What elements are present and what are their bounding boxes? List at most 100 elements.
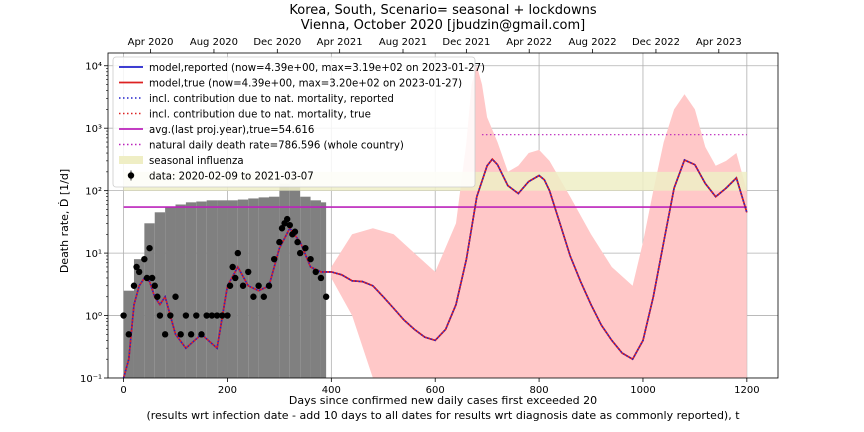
x-tick-label: 1000	[630, 385, 655, 396]
legend-label: incl. contribution due to nat. mortality…	[149, 94, 394, 105]
data-point	[120, 312, 127, 319]
data-point	[219, 312, 226, 319]
data-point	[276, 238, 283, 246]
data-bar	[144, 223, 155, 378]
legend-swatch	[127, 172, 135, 179]
top-date-axis: Apr 2020 Aug 2020 Dec 2020 Apr 2021 Aug 2021…	[128, 37, 742, 53]
legend-swatch	[119, 156, 143, 164]
top-tick-label: Dec 2022	[632, 37, 680, 48]
legend-label: seasonal influenza	[149, 156, 244, 167]
data-point	[226, 282, 234, 289]
top-tick-label: Apr 2021	[317, 37, 363, 48]
data-point	[283, 215, 291, 223]
data-bar	[310, 200, 321, 378]
top-tick-label: Apr 2020	[128, 37, 174, 48]
chart-title-line-1: Korea, South, Scenario= seasonal + lockd…	[289, 3, 596, 18]
y-tick-label: 10⁴	[85, 62, 102, 73]
data-bar	[185, 202, 197, 378]
data-point	[224, 312, 231, 319]
legend-label: avg.(last proj.year),true=54.616	[149, 125, 314, 136]
legend-label: data: 2020-02-09 to 2021-03-07	[149, 172, 314, 183]
legend-box	[112, 56, 476, 188]
data-point	[177, 331, 184, 338]
data-point	[245, 268, 252, 276]
legend-label: natural daily death rate=786.596 (whole …	[149, 141, 404, 152]
data-point	[133, 263, 140, 271]
data-point	[135, 268, 143, 276]
y-tick-label: 10¹	[85, 249, 102, 260]
data-point	[172, 293, 179, 300]
chart-title-line-2: Vienna, October 2020 [jbudzin@gmail.com]	[301, 18, 585, 33]
x-tick-label: 400	[322, 385, 341, 396]
y-tick-label: 10⁰	[85, 312, 102, 323]
data-point	[296, 249, 304, 257]
x-axis: 0 200 400 600 800 1000 1200	[120, 378, 760, 396]
data-point	[141, 255, 148, 263]
top-tick-label: Aug 2021	[379, 37, 427, 48]
legend-label: model,reported (now=4.39e+00, max=3.19e+…	[149, 63, 485, 74]
data-point	[250, 293, 257, 300]
plot-frame	[107, 52, 779, 379]
data-point	[260, 293, 268, 300]
data-bar	[300, 196, 311, 378]
nat-mortality-reported-line	[122, 158, 748, 378]
data-bar	[269, 196, 280, 378]
top-tick-label: Aug 2020	[190, 37, 238, 48]
data-bar	[206, 200, 218, 378]
data-point	[148, 274, 156, 282]
x-axis-label-line-2: (results wrt infection date - add 10 day…	[146, 409, 740, 422]
x-axis-label-line-1: Days since confirmed new daily cases fir…	[289, 394, 597, 407]
top-tick-label: Dec 2021	[442, 37, 490, 48]
data-point	[130, 282, 138, 289]
y-axis-label: Death rate, Ḋ [1/d]	[58, 169, 71, 273]
data-bar	[133, 259, 145, 378]
x-tick-label: 200	[218, 385, 237, 396]
data-bar	[196, 201, 207, 378]
uncertainty-band	[331, 65, 747, 378]
top-tick-label: Apr 2022	[506, 37, 552, 48]
data-point	[198, 331, 205, 338]
data-point	[161, 331, 169, 338]
x-tick-label: 600	[426, 385, 445, 396]
legend-label: incl. contribution due to nat. mortality…	[149, 110, 371, 121]
top-tick-label: Dec 2020	[253, 37, 301, 48]
data-point	[193, 312, 200, 319]
data-point	[294, 238, 301, 246]
top-tick-label: Apr 2023	[696, 37, 742, 48]
data-point	[286, 221, 293, 229]
y-tick-label: 10³	[85, 124, 102, 135]
data-bar	[175, 204, 186, 378]
y-axis: 10⁻¹ 10⁰ 10¹ 10² 10³ 10⁴	[80, 62, 108, 385]
data-point	[125, 331, 132, 338]
data-point	[278, 225, 286, 232]
data-point	[322, 293, 330, 300]
data-point	[143, 274, 151, 282]
data-point	[291, 228, 299, 235]
legend: model,reported (now=4.39e+00, max=3.19e+…	[112, 56, 485, 188]
x-tick-label: 0	[120, 385, 126, 396]
y-tick-label: 10²	[85, 187, 102, 198]
data-point	[167, 312, 174, 319]
data-point	[151, 282, 158, 289]
data-point	[239, 282, 247, 289]
data-point	[307, 255, 314, 263]
data-point	[255, 282, 262, 289]
legend-label: model,true (now=4.39e+00, max=3.20e+02 o…	[149, 79, 462, 90]
data-point	[208, 312, 216, 319]
data-point	[187, 331, 195, 338]
data-point	[271, 255, 278, 263]
data-point	[232, 274, 239, 282]
data-point	[213, 312, 221, 319]
data-point	[156, 312, 164, 319]
data-point	[146, 244, 153, 252]
data-point	[265, 282, 273, 289]
data-point	[154, 293, 161, 300]
data-point	[234, 249, 242, 257]
data-point	[229, 263, 236, 271]
x-tick-label: 1200	[734, 385, 759, 396]
data-point	[312, 268, 319, 276]
data-bar	[320, 202, 327, 378]
data-bar	[227, 200, 238, 378]
y-tick-label: 10⁻¹	[80, 374, 102, 385]
